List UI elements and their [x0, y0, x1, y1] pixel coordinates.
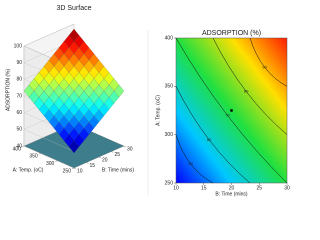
surface-patch — [68, 28, 80, 42]
y-tick-label: 350 — [29, 154, 38, 160]
x-axis-label: B: Time (mins) — [215, 191, 248, 197]
contour-label: 90 — [262, 64, 267, 69]
y-tick — [71, 167, 75, 170]
z-tick-label: 70 — [16, 93, 22, 99]
x-tick-label: 30 — [284, 185, 290, 191]
z-tick-label: 80 — [16, 77, 22, 83]
x-tick-label: 25 — [115, 152, 121, 158]
x-tick-label: 15 — [201, 185, 207, 191]
y-tick — [21, 145, 25, 148]
x-tick-label: 20 — [102, 157, 108, 163]
contour-line — [175, 86, 251, 184]
design-point — [230, 109, 233, 112]
y-tick-label: 300 — [165, 132, 174, 138]
y-tick-label: 400 — [13, 146, 22, 152]
x-tick-label: 10 — [173, 185, 179, 191]
x-tick — [73, 167, 77, 170]
x-tick — [111, 151, 114, 153]
z-tick-label: 100 — [14, 43, 23, 49]
x-tick-label: 20 — [229, 185, 235, 191]
chart-title: ADSORPTION (%) — [202, 30, 261, 37]
chart-title: 3D Surface — [56, 5, 91, 12]
y-tick — [55, 160, 58, 162]
y-axis-label: A: Temp. (oC) — [155, 95, 161, 126]
z-tick-label: 90 — [16, 60, 22, 66]
contour-line — [249, 37, 288, 87]
z-tick-label: 40 — [16, 143, 22, 149]
contour-line — [175, 37, 288, 184]
x-tick-label: 10 — [77, 168, 83, 174]
x-axis-label: B: Time (mins) — [102, 167, 135, 173]
x-tick — [86, 162, 89, 164]
y-tick — [38, 153, 41, 155]
y-tick-label: 250 — [63, 168, 72, 174]
contour-label: 70 — [225, 113, 230, 118]
contour-label: 80 — [244, 88, 249, 93]
y-axis-label: A: Temp. (oC) — [13, 167, 44, 173]
screenshot: 3D Surface 40 50 60 70 80 90 100 ADSORPTION (%) 1… — [5, 5, 290, 197]
z-tick-label: 50 — [16, 127, 22, 133]
x-tick-label: 25 — [256, 185, 262, 191]
x-tick-label: 30 — [127, 146, 133, 152]
z-axis-label: ADSORPTION (%) — [5, 69, 11, 112]
y-tick-label: 300 — [46, 161, 55, 167]
x-tick — [98, 156, 102, 159]
x-tick — [123, 145, 127, 148]
x-tick-label: 15 — [90, 163, 96, 169]
contour-line — [175, 134, 214, 184]
contour-label: 60 — [207, 137, 212, 142]
y-tick-label: 250 — [165, 180, 174, 186]
y-tick-label: 400 — [165, 35, 174, 41]
contour-line — [212, 37, 288, 135]
contour-label: 50 — [188, 161, 193, 166]
z-tick-label: 60 — [16, 110, 22, 116]
y-tick-label: 350 — [165, 84, 174, 90]
